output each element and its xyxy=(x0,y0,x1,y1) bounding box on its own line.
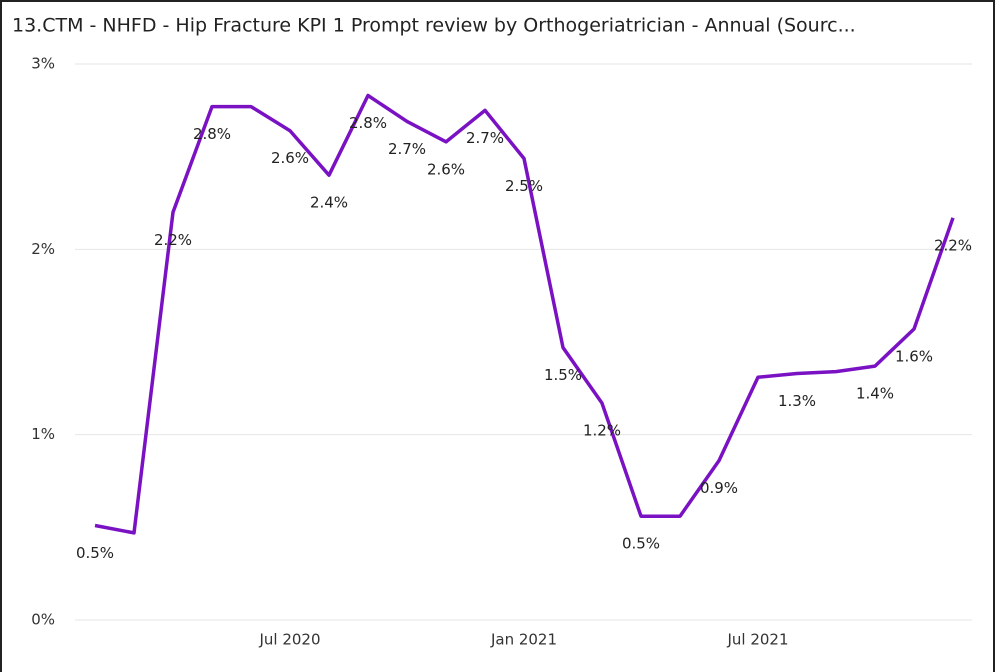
data-label: 1.4% xyxy=(856,385,894,403)
x-tick-label: Jan 2021 xyxy=(490,631,557,649)
data-label: 2.2% xyxy=(154,231,192,249)
data-label: 0.5% xyxy=(622,535,660,553)
data-label: 2.6% xyxy=(427,160,465,178)
y-tick-label: 2% xyxy=(31,240,55,258)
data-label: 2.8% xyxy=(349,114,387,132)
y-tick-label: 0% xyxy=(31,611,55,629)
series-line xyxy=(94,93,955,535)
data-label: 2.7% xyxy=(388,140,426,158)
x-tick-label: Jul 2021 xyxy=(726,631,788,649)
y-tick-label: 3% xyxy=(31,55,55,73)
data-label: 2.8% xyxy=(193,125,231,143)
data-label: 2.4% xyxy=(310,194,348,212)
data-label: 2.6% xyxy=(271,149,309,167)
data-label: 1.5% xyxy=(544,366,582,384)
x-tick-label: Jul 2020 xyxy=(258,631,320,649)
data-label: 2.5% xyxy=(505,177,543,195)
chart-title: 13.CTM - NHFD - Hip Fracture KPI 1 Promp… xyxy=(12,15,856,37)
data-label: 2.7% xyxy=(466,129,504,147)
data-label: 1.2% xyxy=(583,422,621,440)
data-label: 1.3% xyxy=(778,392,816,410)
data-label: 0.5% xyxy=(76,544,114,562)
y-tick-label: 1% xyxy=(31,425,55,443)
data-label: 1.6% xyxy=(895,348,933,366)
data-label: 2.2% xyxy=(934,236,972,254)
data-label: 0.9% xyxy=(700,479,738,497)
